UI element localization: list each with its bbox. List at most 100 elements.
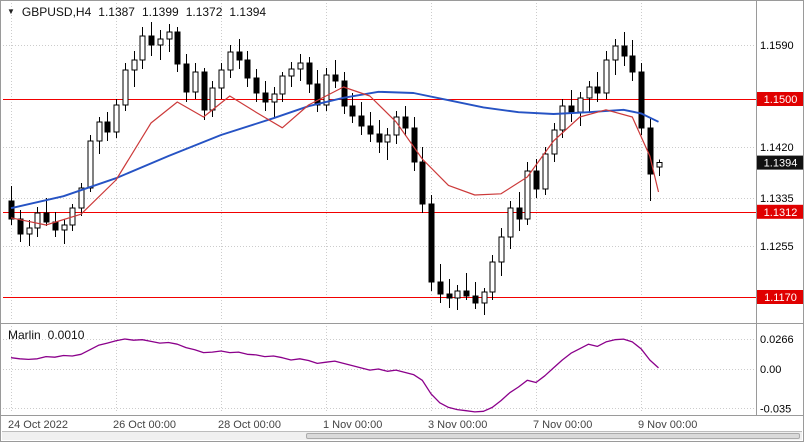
candle: [594, 86, 601, 94]
current-price-label: 1.1394: [764, 158, 798, 170]
candle: [516, 207, 523, 220]
candle: [376, 133, 383, 143]
y-axis-label: 1.1420: [760, 142, 794, 154]
candle: [402, 116, 409, 129]
candle: [472, 295, 479, 304]
marlin-line: [10, 338, 659, 413]
date-label: 7 Nov 00:00: [533, 419, 592, 431]
level-price-badge: [757, 204, 803, 219]
ohlc-low: 1.1372: [185, 5, 223, 19]
candle: [358, 115, 365, 127]
candle: [43, 212, 50, 223]
candle: [428, 203, 435, 283]
candle: [489, 261, 496, 293]
candle: [533, 170, 540, 190]
candle: [96, 121, 103, 142]
candle: [183, 63, 190, 93]
panel-separators: [1, 1, 803, 416]
candle: [61, 224, 68, 231]
ma-slow-line: [10, 90, 659, 210]
candle: [227, 51, 234, 71]
candle: [629, 55, 636, 73]
candle: [542, 153, 549, 190]
gridlines: [3, 3, 756, 413]
candles: [8, 22, 663, 315]
candle: [568, 105, 575, 113]
candle: [332, 74, 339, 82]
candle: [104, 121, 111, 133]
candle: [498, 236, 505, 263]
candle: [244, 59, 251, 79]
symbol-timeframe-label: GBPUSD,H4: [21, 5, 92, 19]
date-label: 3 Nov 00:00: [428, 419, 487, 431]
y-axis-label: 1.1255: [760, 241, 794, 253]
candle: [201, 71, 208, 111]
candle: [17, 218, 24, 235]
candle: [87, 140, 94, 189]
candle: [446, 293, 453, 299]
current-price-badge: [757, 155, 803, 170]
candle: [481, 291, 488, 304]
level-badge-label: 1.1312: [764, 207, 798, 219]
indicator-axis-label: 0.0266: [760, 334, 794, 346]
indicator-axis-label: 0.00: [760, 364, 781, 376]
candle: [262, 92, 269, 103]
indicator-name-label: Marlin: [8, 328, 41, 342]
price-axis[interactable]: 1.1590 1.1420 1.1335 1.1255 1.1500 1.1312 1.11…: [757, 40, 804, 416]
candle: [559, 105, 566, 131]
candle: [148, 35, 155, 46]
candle: [586, 86, 593, 99]
candle: [166, 31, 173, 40]
indicator-header: Marlin 0.0010: [8, 328, 84, 342]
indicator-value-label: 0.0010: [47, 328, 85, 342]
candle: [384, 134, 391, 143]
ohlc-close: 1.1394: [229, 5, 267, 19]
date-label: 28 Oct 00:00: [218, 419, 281, 431]
candle: [192, 71, 199, 93]
scrollbar-thumb[interactable]: [306, 433, 800, 439]
ohlc-high: 1.1399: [141, 5, 179, 19]
candle: [131, 59, 138, 71]
date-label: 9 Nov 00:00: [638, 419, 697, 431]
candle: [507, 207, 514, 238]
candle: [236, 51, 243, 61]
candle: [34, 212, 41, 229]
candle: [157, 38, 164, 46]
candle: [122, 69, 129, 106]
candle: [367, 125, 374, 135]
horizontal-scrollbar[interactable]: [2, 431, 802, 440]
date-label: 1 Nov 00:00: [323, 419, 382, 431]
candle: [253, 77, 260, 94]
candle: [209, 87, 216, 111]
candle: [419, 161, 426, 205]
date-label: 24 Oct 2022: [8, 419, 68, 431]
symbol-dropdown-icon[interactable]: ▼: [7, 7, 15, 16]
date-label: 26 Oct 00:00: [113, 419, 176, 431]
candle: [656, 162, 663, 168]
level-price-badge: [757, 290, 803, 304]
candle: [139, 35, 146, 61]
candle: [454, 290, 461, 299]
y-axis-label: 1.1590: [760, 40, 794, 52]
candle: [26, 227, 33, 235]
candle: [603, 59, 610, 94]
candle: [218, 69, 225, 89]
chart-header: ▼ GBPUSD,H4 1.1387 1.1399 1.1372 1.1394: [7, 5, 266, 19]
candle: [341, 80, 348, 107]
candle: [323, 74, 330, 106]
level-price-badge: [757, 92, 803, 106]
candle: [288, 68, 295, 77]
time-axis[interactable]: 24 Oct 2022 26 Oct 00:00 28 Oct 00:00 1 Nov…: [8, 419, 697, 431]
candle: [271, 93, 278, 103]
ohlc-open: 1.1387: [98, 5, 135, 19]
candle: [463, 290, 470, 297]
candle: [279, 75, 286, 95]
candle: [577, 97, 584, 113]
indicator-axis-label: -0.035: [760, 404, 791, 416]
candle: [113, 104, 120, 133]
candle: [612, 45, 619, 61]
candle: [524, 170, 531, 220]
level-badge-label: 1.1500: [764, 94, 798, 106]
